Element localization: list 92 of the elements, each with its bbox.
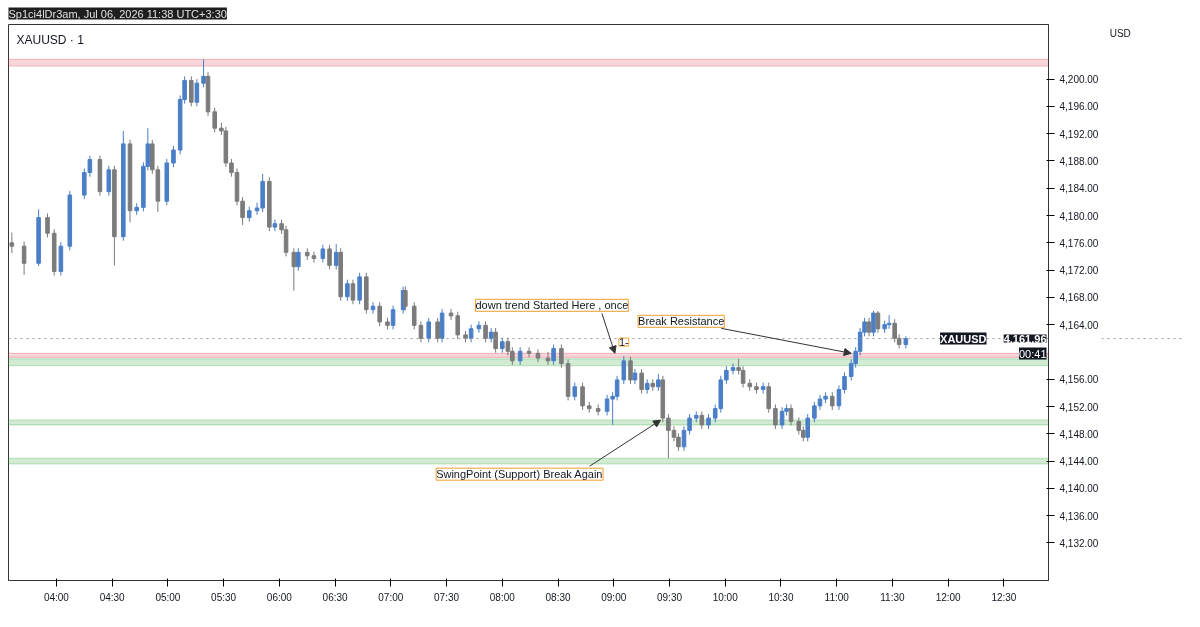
candlestick [639, 368, 644, 395]
x-tick-label: 06:30 [322, 591, 349, 603]
y-tick-label: 4,172.00 [1059, 265, 1099, 277]
annotation: Break Resistance [638, 315, 725, 328]
candlestick [476, 320, 482, 334]
y-tick-label: 4,180.00 [1059, 210, 1099, 222]
candlestick [760, 382, 766, 395]
x-tick-label: 11:30 [880, 591, 906, 603]
candlestick [390, 305, 396, 330]
candlestick [766, 382, 771, 414]
x-tick-label: 07:30 [434, 591, 460, 603]
candlestick [21, 240, 27, 276]
y-tick-label: 4,152.00 [1059, 401, 1099, 413]
x-tick-label: 04:00 [43, 591, 70, 603]
candlestick [871, 310, 876, 337]
candlestick [189, 75, 194, 107]
y-tick-label: 4,196.00 [1059, 101, 1099, 113]
candlestick [201, 58, 206, 88]
candlestick [272, 219, 278, 232]
candlestick [311, 251, 317, 264]
y-tick-label: 4,144.00 [1059, 456, 1099, 468]
annotation: 00:41 [1018, 347, 1047, 360]
annotation: 1- [618, 336, 630, 349]
x-tick-label: 12:00 [935, 591, 962, 603]
text: Sp1ci4lDr3am, Jul 06, 2026 11:38 UTC+3:30 [8, 7, 227, 20]
candlestick [580, 382, 585, 411]
x-tick-label: 05:00 [155, 591, 181, 603]
candlestick [283, 225, 289, 257]
x-tick-label: 11:00 [824, 591, 850, 603]
candlestick [493, 327, 498, 354]
candlestick [426, 317, 432, 343]
y-tick-label: 4,156.00 [1059, 374, 1099, 386]
candlestick [357, 272, 362, 305]
candlestick [526, 346, 532, 358]
candlestick [327, 244, 332, 270]
candlestick [45, 212, 50, 238]
x-tick-label: 04:30 [99, 591, 126, 603]
candlestick [551, 343, 556, 366]
y-tick-label: 4,188.00 [1059, 155, 1099, 167]
y-tick-label: 4,164.00 [1059, 319, 1099, 331]
text: XAUUSD · 1 [16, 32, 85, 47]
x-tick-label: 12:30 [991, 591, 1017, 603]
candlestick [621, 355, 627, 385]
candlestick [875, 310, 881, 334]
y-tick-label: 4,200.00 [1059, 74, 1099, 86]
candlestick [345, 279, 350, 302]
candlestick [377, 301, 382, 327]
candlestick [628, 356, 633, 385]
candlestick [448, 308, 454, 321]
candlestick [559, 343, 564, 369]
candlestick [535, 348, 541, 363]
y-tick-label: 4,192.00 [1059, 128, 1099, 140]
annotation: XAUUSD [940, 332, 987, 345]
x-tick-label: 10:30 [768, 591, 794, 603]
candlestick [171, 145, 176, 168]
candlestick [545, 351, 551, 366]
candlestick [805, 413, 811, 442]
x-tick-label: 05:30 [211, 591, 237, 603]
x-tick-label: 10:00 [712, 591, 739, 603]
candlestick [212, 107, 217, 133]
y-tick-label: 4,184.00 [1059, 183, 1099, 195]
y-axis-title: USD [1109, 27, 1131, 39]
x-tick-label: 07:00 [378, 591, 404, 603]
candlestick [455, 311, 460, 340]
y-tick-label: 4,132.00 [1059, 537, 1099, 549]
x-tick-label: 06:00 [266, 591, 293, 603]
y-tick-label: 4,168.00 [1059, 292, 1099, 304]
candlestick [350, 279, 356, 305]
x-tick-label: 09:30 [657, 591, 683, 603]
candlestick [9, 232, 15, 254]
ref-line-label: 4,161.96 [1003, 332, 1047, 345]
candlestick [779, 406, 785, 430]
x-tick-label: 08:30 [545, 591, 571, 603]
y-tick-label: 4,140.00 [1059, 483, 1099, 495]
candlestick [291, 247, 297, 292]
annotation: SwingPoint (Support) Break Again [436, 468, 603, 481]
candlestick [296, 247, 301, 272]
candlestick [614, 375, 620, 401]
y-tick-label: 4,176.00 [1059, 237, 1099, 249]
x-tick-label: 08:00 [489, 591, 516, 603]
candlestick [194, 78, 200, 107]
candlestick [435, 317, 440, 343]
candlestick [773, 403, 778, 430]
candlestick [740, 365, 746, 388]
annotation: down trend Started Here , once [475, 299, 629, 312]
candlestick [106, 165, 112, 197]
candlestick [483, 320, 488, 343]
candlestick [886, 314, 892, 330]
y-tick-label: 4,136.00 [1059, 510, 1099, 522]
candlestick [730, 363, 736, 375]
y-tick-label: 4,148.00 [1059, 428, 1099, 440]
x-tick-label: 09:00 [601, 591, 627, 603]
